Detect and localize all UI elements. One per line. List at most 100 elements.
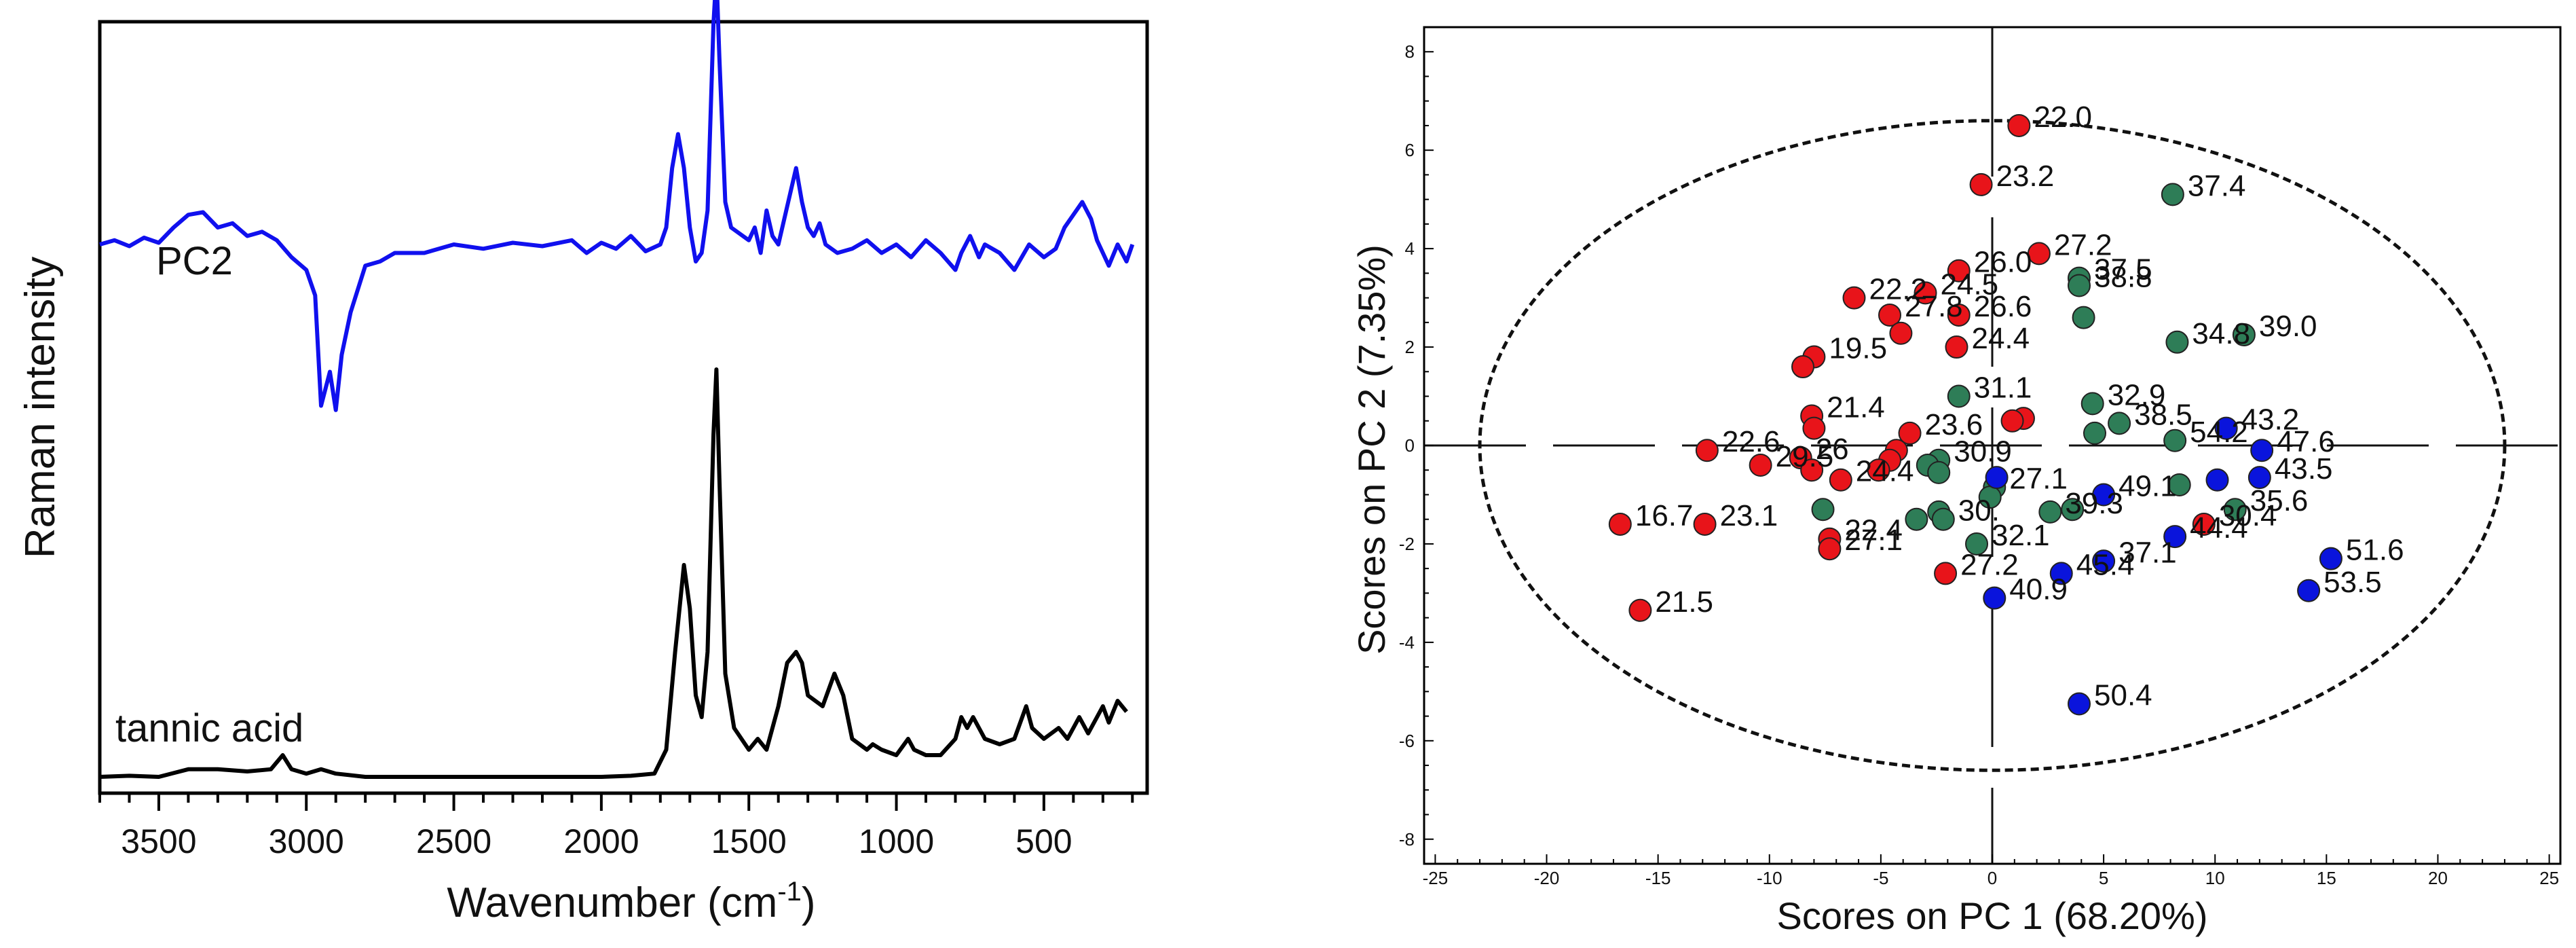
point-label: 45.4 (2076, 548, 2135, 581)
x-axis-label: Scores on PC 1 (68.20%) (1777, 894, 2208, 937)
point-label: 34.8 (2192, 317, 2250, 350)
point-label: 43.5 (2275, 452, 2333, 486)
y-tick-label: 4 (1405, 238, 1415, 259)
point-label: 16.7 (1635, 499, 1694, 532)
score-point-blue (2250, 439, 2274, 462)
point-label: 21.4 (1827, 391, 1885, 424)
point-label: 50.4 (2094, 678, 2152, 712)
score-point-green (1905, 507, 1928, 531)
y-tick-label: -6 (1399, 731, 1415, 751)
point-label: 22.0 (2034, 101, 2092, 134)
point-label: 32.9 (2108, 378, 2166, 412)
point-label: 27.8 (1905, 290, 1963, 323)
point-label: 53.5 (2323, 566, 2382, 599)
y-tick-label: -2 (1399, 534, 1415, 554)
point-label: 39.3 (2065, 487, 2123, 520)
score-point-green (2163, 429, 2187, 452)
point-label: 54.2 (2190, 416, 2248, 449)
y-tick-label: 0 (1405, 435, 1415, 456)
score-point-red (1608, 512, 1632, 536)
score-point-green (2223, 498, 2247, 522)
x-tick-label: -15 (1645, 868, 1671, 888)
y-tick-label: -8 (1399, 829, 1415, 850)
point-label: 27.2 (1960, 548, 2019, 581)
score-point-green (1947, 384, 1971, 408)
point-label: 27.1 (1844, 524, 1903, 557)
score-point-red (1791, 355, 1814, 379)
score-point-red (1914, 281, 1937, 305)
spectrum-line-pc2 (99, 0, 1135, 412)
point-label: 32.1 (1992, 519, 2050, 552)
y-tick-label: 2 (1405, 337, 1415, 357)
score-point-blue (2092, 549, 2116, 573)
point-label: 47.6 (2277, 425, 2335, 458)
score-point-blue (2068, 692, 2091, 716)
x-tick-label: 10 (2205, 868, 2225, 888)
score-point-green (2161, 183, 2184, 206)
score-point-red (1934, 562, 1958, 585)
tannic-acid-series-label: tannic acid (115, 706, 303, 750)
x-axis-label: Wavenumber (cm-1) (447, 877, 815, 926)
score-point-red (1947, 259, 1971, 282)
score-point-green (2167, 473, 2191, 496)
point-label: 24.4 (1856, 455, 1914, 488)
point-label: 37.5 (2094, 253, 2152, 287)
score-point-green (1965, 532, 1989, 555)
point-label: 51.6 (2346, 534, 2404, 567)
x-tick-label: 3500 (121, 822, 196, 860)
x-tick-label: -25 (1423, 868, 1449, 888)
score-point-blue (2092, 483, 2116, 507)
score-point-green (2232, 323, 2256, 346)
score-point-blue (2297, 579, 2321, 602)
score-point-red (1898, 421, 1922, 445)
point-label: 19.5 (1829, 332, 1887, 365)
point-label: 44.4 (2190, 511, 2248, 545)
confidence-ellipse (1478, 119, 2507, 772)
point-label: 27.2 (2054, 228, 2112, 261)
x-tick-label: 2000 (563, 822, 639, 860)
point-label: 35.6 (2250, 484, 2309, 517)
x-tick-label: 25 (2539, 868, 2559, 888)
score-point-green (2038, 500, 2062, 524)
x-tick-label: 5 (2099, 868, 2108, 888)
score-point-blue (2214, 416, 2238, 440)
score-point-green (2165, 330, 2189, 354)
x-tick-label: 15 (2317, 868, 2336, 888)
score-point-green (2108, 412, 2131, 435)
score-point-green (2061, 498, 2085, 522)
score-point-green (2080, 392, 2104, 416)
y-tick-label: 8 (1405, 41, 1415, 62)
raman-spectra-chart: 3500 3000 2500 2000 1500 1000 500 PC2 tannic a… (17, 0, 1149, 926)
score-point-red (1628, 598, 1652, 622)
score-point-red (1969, 172, 1993, 196)
point-label: 24.4 (1971, 322, 2030, 355)
point-label: 26.6 (1974, 290, 2032, 323)
plot-frame (98, 20, 1149, 795)
y-axis-label: Scores on PC 2 (7.35%) (1350, 244, 1393, 655)
score-point-red (2192, 512, 2216, 536)
point-label: 31.1 (1974, 371, 2032, 405)
point-label: 30.9 (1954, 435, 2012, 469)
point-label: 43.2 (2241, 403, 2300, 437)
point-label: 23.2 (1996, 160, 2055, 193)
point-label: 49.1 (2118, 469, 2177, 503)
score-point-blue (2247, 466, 2271, 490)
score-point-red (1802, 416, 1826, 440)
score-point-green (2068, 274, 2091, 297)
score-point-blue (2319, 547, 2342, 570)
score-point-red (1945, 335, 1968, 359)
x-tick-label: 500 (1015, 822, 1072, 860)
point-label: 38.5 (2134, 398, 2192, 431)
score-point-blue (1985, 466, 2009, 490)
point-label: 22.6 (1722, 425, 1780, 458)
score-point-red (1842, 286, 1866, 310)
point-label: 26.0 (1974, 246, 2032, 279)
score-point-red (1829, 468, 1852, 492)
score-point-red (2027, 242, 2051, 266)
score-point-blue (2205, 468, 2229, 492)
point-label: 23.1 (1720, 499, 1778, 532)
x-tick-label: -5 (1873, 868, 1888, 888)
point-label: 39.0 (2259, 310, 2317, 343)
